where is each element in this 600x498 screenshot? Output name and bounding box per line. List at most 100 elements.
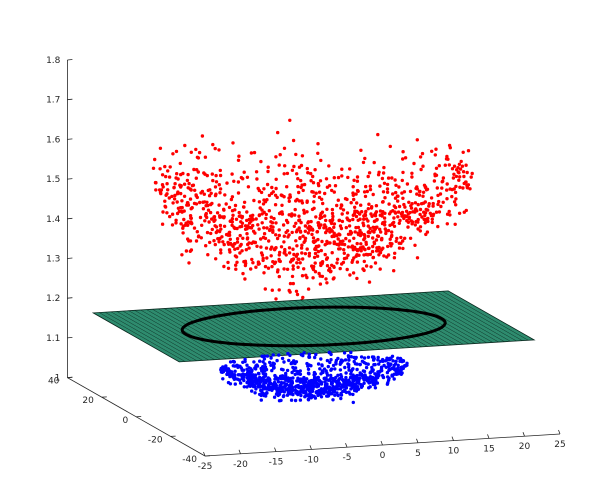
blue-data-point bbox=[324, 369, 328, 373]
blue-data-point bbox=[229, 370, 234, 374]
red-data-point bbox=[186, 172, 190, 177]
red-data-point bbox=[277, 253, 281, 257]
red-data-point bbox=[262, 226, 266, 230]
red-data-point bbox=[316, 142, 320, 146]
plane-mesh-line bbox=[122, 310, 209, 361]
red-data-point bbox=[279, 245, 284, 249]
red-data-point bbox=[351, 185, 355, 189]
red-data-point bbox=[257, 200, 262, 204]
red-data-point bbox=[311, 276, 315, 280]
red-data-point bbox=[215, 211, 220, 215]
red-data-point bbox=[383, 196, 387, 200]
blue-data-point bbox=[282, 360, 286, 364]
red-data-point bbox=[296, 177, 300, 181]
blue-data-point bbox=[296, 370, 301, 374]
separating-plane bbox=[91, 290, 536, 363]
red-data-point bbox=[185, 178, 190, 183]
red-data-point bbox=[233, 254, 238, 258]
red-data-point bbox=[290, 212, 294, 216]
red-data-point bbox=[417, 189, 422, 194]
red-data-point bbox=[219, 251, 223, 255]
red-data-point bbox=[387, 202, 391, 206]
red-data-point bbox=[248, 214, 253, 218]
red-data-point bbox=[275, 236, 280, 241]
decision-circle bbox=[180, 305, 447, 348]
plane-mesh-line bbox=[412, 292, 499, 343]
red-data-point bbox=[409, 204, 413, 208]
blue-data-point bbox=[329, 358, 333, 362]
blue-data-point bbox=[362, 356, 367, 360]
blue-data-point bbox=[333, 393, 337, 397]
red-data-point bbox=[211, 178, 215, 183]
red-data-point bbox=[392, 269, 396, 273]
red-data-point bbox=[337, 232, 341, 236]
red-data-point bbox=[204, 204, 208, 208]
red-data-point bbox=[325, 185, 330, 189]
red-data-point bbox=[183, 223, 188, 227]
red-data-point bbox=[315, 230, 319, 234]
red-data-point bbox=[403, 156, 408, 160]
blue-data-point bbox=[400, 371, 404, 375]
red-data-point bbox=[423, 221, 427, 225]
red-data-point bbox=[340, 174, 344, 178]
red-data-point bbox=[259, 190, 264, 195]
red-data-point bbox=[190, 183, 195, 188]
red-data-point bbox=[263, 287, 267, 291]
red-data-point bbox=[301, 188, 305, 193]
red-data-point bbox=[305, 199, 309, 203]
red-data-point bbox=[340, 212, 344, 216]
red-data-point bbox=[260, 221, 264, 225]
red-data-point bbox=[194, 147, 198, 152]
blue-data-point bbox=[279, 388, 283, 392]
red-data-point bbox=[274, 233, 278, 237]
red-data-point bbox=[222, 208, 226, 212]
red-data-point bbox=[206, 188, 210, 193]
red-data-point bbox=[272, 261, 277, 266]
red-data-point bbox=[373, 261, 378, 265]
red-data-point bbox=[403, 205, 407, 209]
red-data-point bbox=[438, 192, 443, 196]
red-data-point bbox=[187, 239, 191, 243]
blue-data-point bbox=[286, 388, 290, 392]
red-data-point bbox=[280, 193, 284, 198]
red-data-point bbox=[381, 171, 386, 175]
red-data-point bbox=[231, 244, 235, 248]
red-data-point bbox=[168, 214, 172, 219]
plane-mesh-line bbox=[359, 296, 446, 346]
red-data-point bbox=[187, 181, 191, 186]
red-data-point bbox=[270, 264, 274, 269]
red-data-point bbox=[267, 228, 272, 233]
x-tick-label: 5 bbox=[415, 449, 421, 459]
red-data-point bbox=[218, 187, 223, 191]
blue-data-point bbox=[372, 377, 377, 381]
red-data-point bbox=[332, 222, 337, 226]
red-data-point bbox=[408, 189, 413, 194]
red-data-point bbox=[317, 244, 321, 248]
blue-data-point bbox=[290, 361, 294, 365]
red-data-point bbox=[388, 237, 392, 241]
red-data-point bbox=[189, 207, 193, 211]
red-data-point bbox=[319, 261, 323, 265]
red-data-point bbox=[361, 267, 365, 271]
y-tick-label: 20 bbox=[82, 396, 94, 406]
red-data-point bbox=[354, 254, 358, 258]
blue-data-point bbox=[277, 399, 282, 403]
red-data-point bbox=[380, 236, 384, 241]
plane-mesh-line bbox=[406, 293, 493, 343]
red-data-point bbox=[336, 237, 340, 241]
blue-data-point bbox=[339, 360, 343, 364]
red-data-point bbox=[167, 175, 172, 179]
red-data-point bbox=[306, 171, 310, 175]
plane-mesh-line bbox=[353, 296, 440, 346]
red-data-point bbox=[288, 290, 292, 294]
red-data-point bbox=[300, 183, 304, 187]
blue-data-point bbox=[396, 356, 400, 360]
red-data-point bbox=[207, 220, 211, 224]
blue-data-point bbox=[291, 365, 295, 370]
red-data-point bbox=[393, 211, 398, 215]
red-data-point bbox=[259, 245, 263, 249]
red-data-point bbox=[262, 198, 266, 202]
blue-data-point bbox=[306, 367, 311, 371]
red-data-point bbox=[454, 197, 458, 201]
blue-data-point bbox=[351, 400, 355, 405]
